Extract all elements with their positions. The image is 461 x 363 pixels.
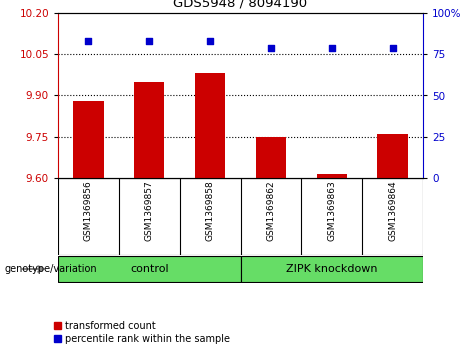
Text: GSM1369862: GSM1369862 [266,180,275,241]
Bar [134,82,165,178]
Text: GSM1369857: GSM1369857 [145,180,154,241]
FancyBboxPatch shape [241,256,423,282]
Text: genotype/variation: genotype/variation [5,264,97,274]
FancyBboxPatch shape [58,256,241,282]
Text: ZIPK knockdown: ZIPK knockdown [286,264,378,274]
Bar [378,134,408,178]
Text: control: control [130,264,169,274]
Bar [256,137,286,178]
Bar [73,101,104,178]
Text: GSM1369864: GSM1369864 [388,180,397,241]
Point [207,38,214,44]
Text: GSM1369858: GSM1369858 [206,180,214,241]
Title: GDS5948 / 8094190: GDS5948 / 8094190 [173,0,307,9]
Bar [195,73,225,178]
Legend: transformed count, percentile rank within the sample: transformed count, percentile rank withi… [53,321,230,344]
Point [328,45,336,50]
Point [85,38,92,44]
Point [267,45,275,50]
Bar [317,174,347,178]
Point [389,45,396,50]
Text: GSM1369863: GSM1369863 [327,180,336,241]
Text: GSM1369856: GSM1369856 [84,180,93,241]
Point [146,38,153,44]
